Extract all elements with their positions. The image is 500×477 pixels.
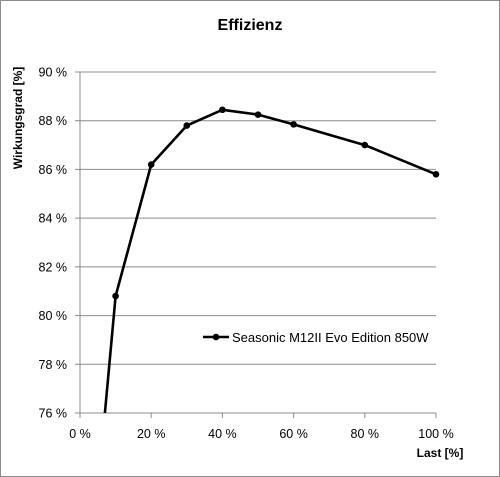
chart-title: Effizienz: [218, 17, 283, 34]
y-tick-label: 82 %: [39, 260, 68, 274]
data-point: [183, 122, 191, 129]
x-tick-label: 0 %: [69, 427, 91, 441]
y-tick-label: 86 %: [39, 163, 68, 177]
x-tick-label: 40 %: [208, 427, 237, 441]
gridlines: [80, 71, 436, 365]
legend-series-label: Seasonic M12II Evo Edition 850W: [232, 330, 429, 345]
data-point: [361, 141, 369, 149]
y-tick-label: 84 %: [39, 212, 68, 226]
y-tick-labels: 76 % 78 % 80 % 82 % 84 % 86 % 88 % 90 %: [39, 66, 68, 421]
axes: [75, 71, 437, 418]
y-tick-label: 88 %: [39, 114, 68, 128]
x-tick-label: 60 %: [279, 427, 308, 441]
data-point: [219, 106, 226, 114]
series-line: [103, 108, 437, 414]
data-point: [112, 292, 119, 300]
y-axis-label: Wirkungsgrad [%]: [11, 67, 25, 170]
x-tick-label: 100 %: [418, 427, 453, 441]
series-layer: [103, 106, 440, 414]
data-point: [432, 171, 440, 178]
x-axis-label: Last [%]: [417, 446, 464, 460]
y-tick-label: 90 %: [39, 66, 68, 80]
x-tick-label: 20 %: [137, 427, 166, 441]
x-tick-labels: 0 % 20 % 40 % 60 % 80 % 100 %: [69, 427, 454, 441]
legend: Seasonic M12II Evo Edition 850W: [203, 330, 429, 345]
x-tick-label: 80 %: [351, 427, 380, 441]
y-tick-label: 76 %: [39, 407, 68, 421]
data-point: [290, 121, 297, 128]
data-point: [254, 111, 262, 118]
data-point: [147, 161, 155, 168]
y-tick-label: 78 %: [39, 358, 68, 372]
y-tick-label: 80 %: [39, 309, 68, 323]
legend-marker-symbol: [212, 333, 220, 341]
